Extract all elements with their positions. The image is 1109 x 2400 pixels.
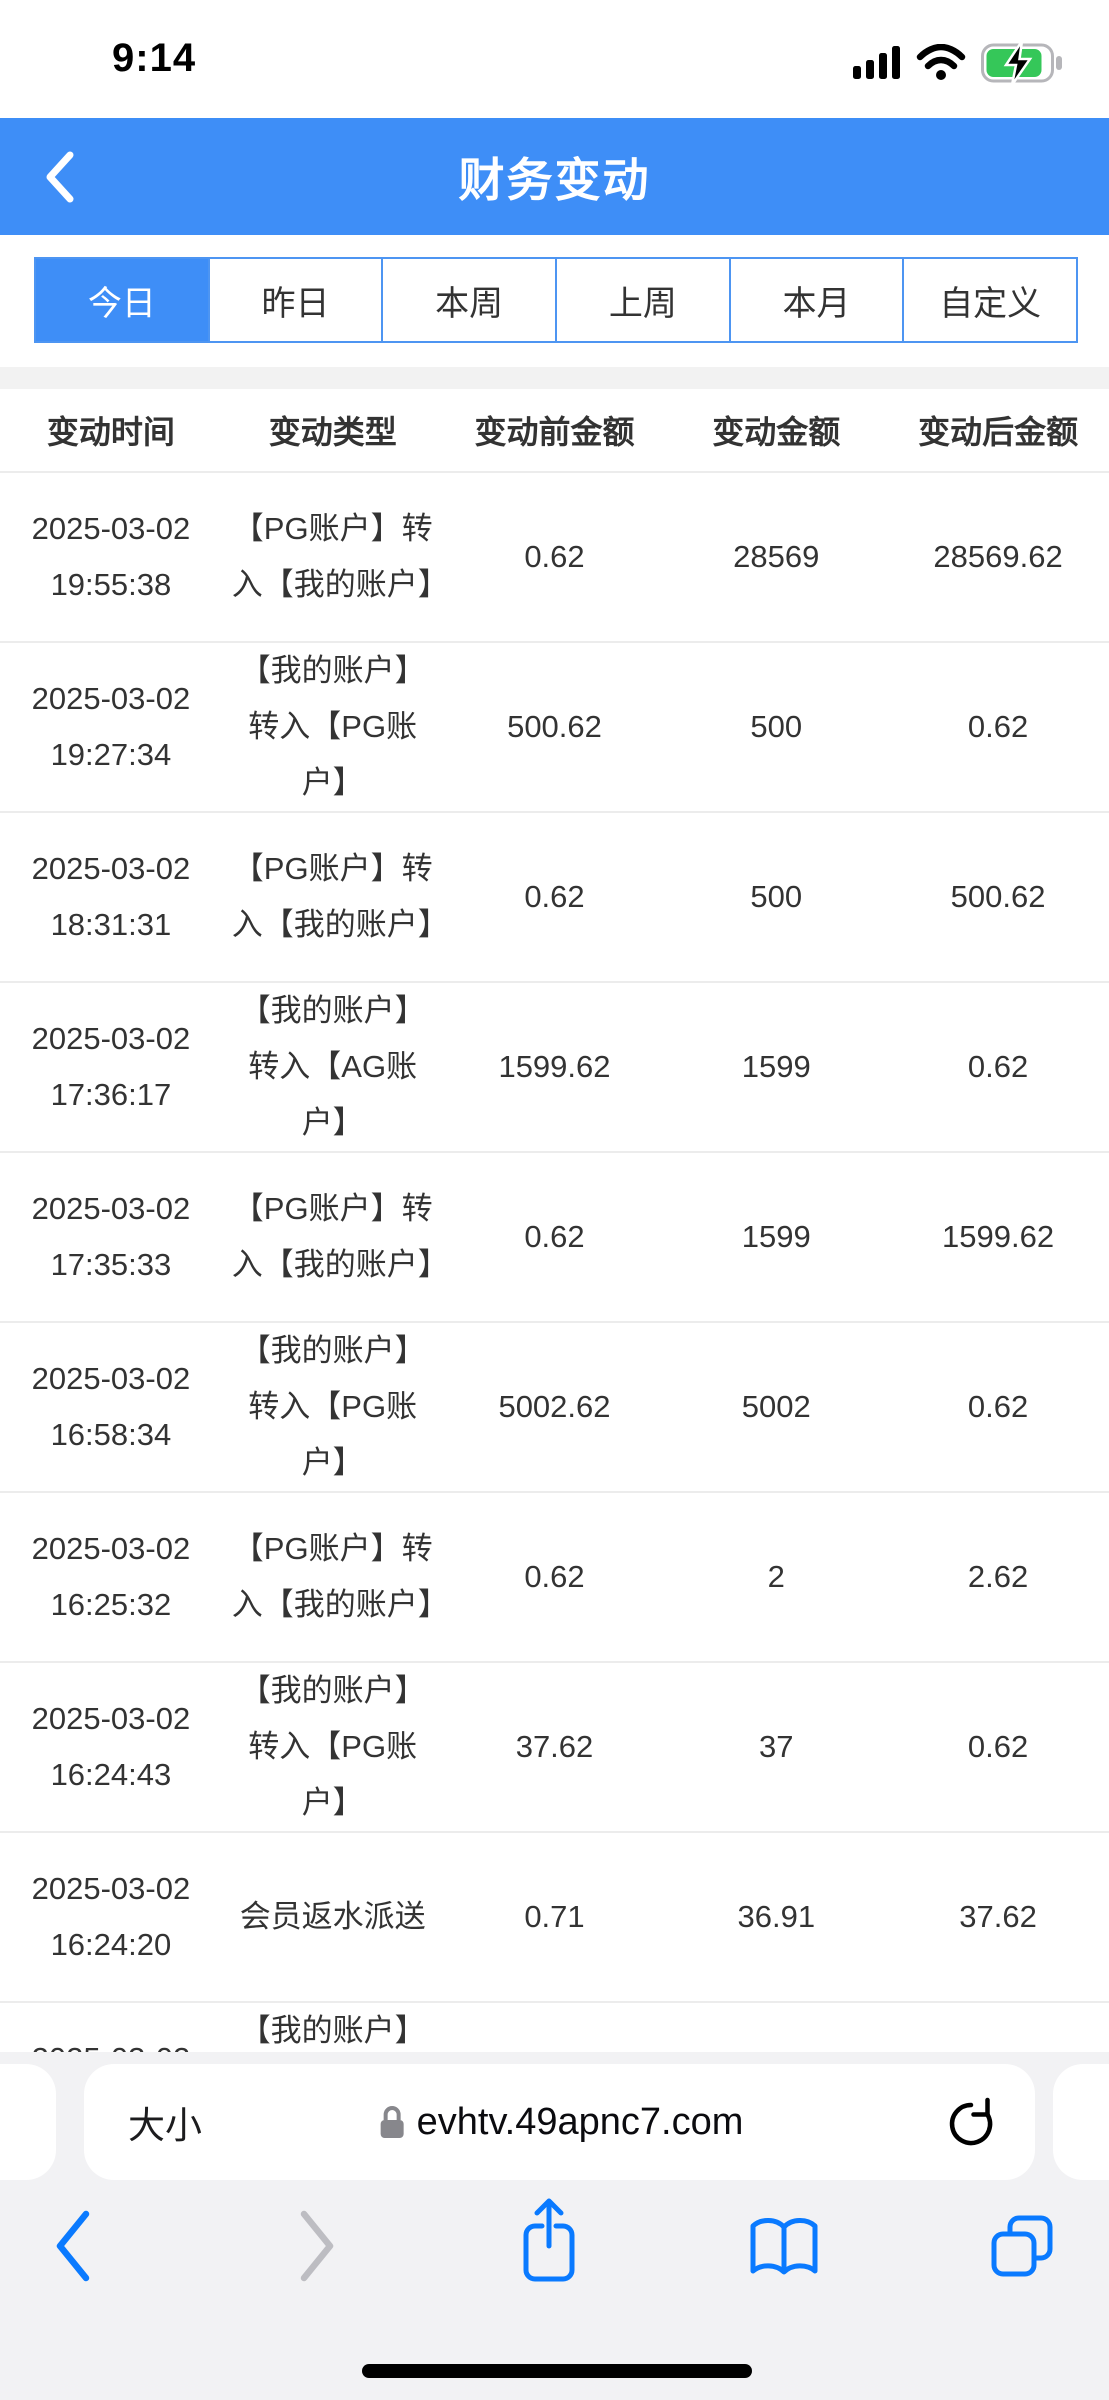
cell-change-type: 【PG账户】转入【我的账户】	[231, 511, 449, 602]
filter-tab[interactable]: 今日	[36, 259, 210, 341]
cell-after-amount: 0.62	[967, 1389, 1029, 1424]
cell-change-amount: 37	[759, 1729, 794, 1764]
back-icon[interactable]	[42, 149, 76, 205]
url-bar[interactable]: 大小 evhtv.49apnc7.com	[84, 2064, 1035, 2180]
reload-icon[interactable]	[945, 2095, 997, 2149]
cell-after-amount: 500.62	[950, 879, 1046, 914]
home-indicator[interactable]	[362, 2364, 752, 2378]
cell-before-amount: 5002.62	[498, 1389, 611, 1424]
cell-change-type: 【PG账户】转入【我的账户】	[231, 851, 449, 942]
previous-tab-stub[interactable]	[0, 2064, 56, 2180]
cellular-signal-icon	[853, 46, 900, 79]
header-after-amount: 变动后金额	[918, 414, 1079, 450]
tabs-icon[interactable]	[986, 2210, 1058, 2282]
cell-after-amount: 28569.62	[933, 539, 1063, 574]
cell-change-type: 【我的账户】转入【PG账户】	[239, 653, 426, 800]
filter-tab[interactable]: 自定义	[904, 259, 1077, 341]
page-zoom-button[interactable]: 大小	[128, 2105, 202, 2146]
share-icon[interactable]	[517, 2194, 581, 2286]
filter-tab[interactable]: 本月	[730, 259, 905, 341]
cell-change-amount: 28569	[733, 539, 820, 574]
cell-before-amount: 1599.62	[498, 1049, 611, 1084]
cell-before-amount: 0.62	[524, 1219, 585, 1254]
cell-after-amount: 0.62	[967, 709, 1029, 744]
bookmarks-icon[interactable]	[745, 2214, 823, 2280]
url-text: evhtv.49apnc7.com	[416, 2100, 744, 2143]
table-header-row: 变动时间 变动类型 变动前金额 变动金额 变动后金额	[0, 389, 1109, 473]
table-row: 2025-03-02 17:36:17 【我的账户】转入【AG账户】 1599.6…	[0, 983, 1109, 1153]
cell-after-amount: 2.62	[967, 1559, 1029, 1594]
transactions-table: 变动时间 变动类型 变动前金额 变动金额 变动后金额 2025-03-02 19:…	[0, 389, 1109, 2173]
cell-after-amount: 0.62	[967, 1729, 1029, 1764]
cell-change-time: 2025-03-02 19:55:38	[31, 511, 191, 602]
divider-band	[0, 367, 1109, 389]
table-row: 2025-03-02 19:55:38 【PG账户】转入【我的账户】 0.62 2…	[0, 473, 1109, 643]
cell-after-amount: 1599.62	[942, 1219, 1055, 1254]
cell-change-amount: 500	[750, 879, 803, 914]
cell-before-amount: 500.62	[507, 709, 602, 744]
cell-change-type: 【我的账户】	[239, 2013, 426, 2048]
date-filter-tabs: 今日 昨日 本周 上周 本月 自定义	[34, 257, 1078, 343]
cell-after-amount: 0.62	[967, 1049, 1029, 1084]
header-change-amount: 变动金额	[712, 414, 841, 450]
cell-change-time: 2025-03-02 16:58:34	[31, 1361, 191, 1452]
cell-before-amount: 0.62	[524, 1559, 585, 1594]
cell-change-amount: 500	[750, 709, 803, 744]
cell-change-type: 【我的账户】转入【AG账户】	[239, 993, 426, 1140]
cell-before-amount: 0.62	[524, 539, 585, 574]
browser-back-icon[interactable]	[52, 2208, 94, 2284]
table-body: 2025-03-02 19:55:38 【PG账户】转入【我的账户】 0.62 2…	[0, 473, 1109, 2173]
cell-change-amount: 36.91	[737, 1899, 816, 1934]
lock-icon	[380, 2106, 404, 2138]
cell-change-time: 2025-03-02 16:24:43	[31, 1701, 191, 1792]
cell-before-amount: 0.71	[524, 1899, 585, 1934]
battery-charging-icon	[981, 41, 1062, 85]
url-display: evhtv.49apnc7.com	[376, 2064, 744, 2180]
status-icons	[853, 41, 1065, 85]
cell-change-time: 2025-03-02 18:31:31	[31, 851, 191, 942]
header-before-amount: 变动前金额	[474, 414, 635, 450]
table-row: 2025-03-02 16:58:34 【我的账户】转入【PG账户】 5002.6…	[0, 1323, 1109, 1493]
cell-change-amount: 5002	[741, 1389, 811, 1424]
table-row: 2025-03-02 19:27:34 【我的账户】转入【PG账户】 500.62…	[0, 643, 1109, 813]
cell-change-type: 会员返水派送	[239, 1899, 426, 1934]
table-row: 2025-03-02 18:31:31 【PG账户】转入【我的账户】 0.62 5…	[0, 813, 1109, 983]
filter-tab[interactable]: 上周	[557, 259, 731, 341]
cell-before-amount: 0.62	[524, 879, 585, 914]
filter-tab[interactable]: 本周	[383, 259, 558, 341]
browser-forward-icon[interactable]	[296, 2208, 338, 2284]
next-tab-stub[interactable]	[1053, 2064, 1109, 2180]
table-row: 2025-03-02 16:24:20 会员返水派送 0.71 36.91 37.…	[0, 1833, 1109, 2003]
cell-change-time: 2025-03-02 19:27:34	[31, 681, 191, 772]
table-row: 2025-03-02 16:25:32 【PG账户】转入【我的账户】 0.62 2…	[0, 1493, 1109, 1663]
filter-tab[interactable]: 昨日	[209, 259, 384, 341]
cell-change-amount: 2	[767, 1559, 785, 1594]
header-change-type: 变动类型	[268, 414, 397, 450]
cell-change-type: 【我的账户】转入【PG账户】	[239, 1673, 426, 1820]
cell-change-type: 【PG账户】转入【我的账户】	[231, 1531, 449, 1622]
cell-change-time: 2025-03-02 17:36:17	[31, 1021, 191, 1112]
cell-change-type: 【PG账户】转入【我的账户】	[231, 1191, 449, 1282]
cell-after-amount: 37.62	[959, 1899, 1037, 1934]
cell-change-time: 2025-03-02 17:35:33	[31, 1191, 191, 1282]
cell-change-amount: 1599	[741, 1049, 811, 1084]
table-row: 2025-03-02 17:35:33 【PG账户】转入【我的账户】 0.62 1…	[0, 1153, 1109, 1323]
cell-change-time: 2025-03-02 16:24:20	[31, 1871, 191, 1962]
safari-bottom-bar: 大小 evhtv.49apnc7.com	[0, 2052, 1109, 2400]
status-bar: 9:14	[0, 0, 1109, 118]
cell-change-amount: 1599	[741, 1219, 811, 1254]
wifi-icon	[916, 44, 966, 80]
table-row: 2025-03-02 16:24:43 【我的账户】转入【PG账户】 37.62 …	[0, 1663, 1109, 1833]
status-time: 9:14	[112, 36, 197, 80]
cell-before-amount: 37.62	[515, 1729, 594, 1764]
navbar: 财务变动	[0, 118, 1109, 235]
header-change-time: 变动时间	[46, 414, 175, 450]
cell-change-time: 2025-03-02 16:25:32	[31, 1531, 191, 1622]
cell-change-type: 【我的账户】转入【PG账户】	[239, 1333, 426, 1480]
page-title: 财务变动	[458, 153, 651, 206]
